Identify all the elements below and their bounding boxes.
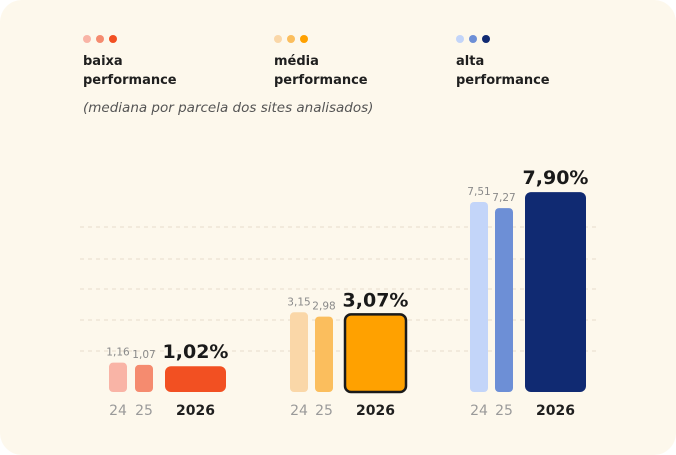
bar-alta-24 bbox=[470, 201, 488, 392]
bar-baixa-25 bbox=[135, 364, 153, 392]
legend-dot-icon bbox=[300, 35, 308, 43]
data-label: 3,15 bbox=[287, 296, 310, 308]
bar-média-25 bbox=[315, 316, 333, 392]
legend-dots bbox=[456, 34, 596, 44]
bar-baixa-24 bbox=[109, 362, 127, 392]
data-label: 3,07% bbox=[343, 289, 409, 311]
x-tick-label: 2026 bbox=[356, 403, 395, 419]
x-tick-label: 24 bbox=[470, 403, 488, 419]
legend-label: performance bbox=[456, 73, 550, 88]
data-label: 1,02% bbox=[163, 341, 229, 363]
legend-dot-icon bbox=[83, 35, 91, 43]
legend-dot-icon bbox=[96, 35, 104, 43]
legend-item-alta: alta performance bbox=[456, 34, 596, 90]
data-label: 7,51 bbox=[467, 186, 490, 198]
legend-item-baixa: baixa performance bbox=[83, 34, 223, 90]
bar-alta-25 bbox=[495, 208, 513, 392]
legend-label: performance bbox=[83, 73, 177, 88]
legend-dots bbox=[274, 34, 414, 44]
x-tick-label: 25 bbox=[135, 403, 153, 419]
bar-média-24 bbox=[290, 312, 308, 392]
x-tick-label: 2026 bbox=[176, 403, 215, 419]
bar-alta-2026 bbox=[525, 192, 586, 392]
legend-dot-icon bbox=[469, 35, 477, 43]
data-label: 1,07 bbox=[132, 349, 155, 361]
x-tick-label: 25 bbox=[315, 403, 333, 419]
data-label: 2,98 bbox=[312, 301, 335, 313]
legend-dot-icon bbox=[274, 35, 282, 43]
data-label: 1,16 bbox=[106, 347, 130, 359]
legend-label: média bbox=[274, 54, 319, 69]
x-tick-label: 24 bbox=[290, 403, 308, 419]
x-tick-label: 24 bbox=[109, 403, 127, 419]
legend-label: performance bbox=[274, 73, 368, 88]
legend-dots bbox=[83, 34, 223, 44]
x-tick-label: 2026 bbox=[536, 403, 575, 419]
legend-dot-icon bbox=[482, 35, 490, 43]
legend-label: alta bbox=[456, 54, 485, 69]
legend-dot-icon bbox=[456, 35, 464, 43]
bar-baixa-2026 bbox=[165, 366, 226, 392]
legend-dot-icon bbox=[109, 35, 117, 43]
legend-item-media: média performance bbox=[274, 34, 414, 90]
bar-média-2026 bbox=[343, 313, 408, 394]
legend-dot-icon bbox=[287, 35, 295, 43]
data-label: 7,90% bbox=[523, 167, 589, 189]
data-label: 7,27 bbox=[492, 192, 515, 204]
chart-subtitle: (mediana por parcela dos sites analisado… bbox=[83, 100, 374, 116]
x-tick-label: 25 bbox=[495, 403, 513, 419]
legend-label: baixa bbox=[83, 54, 123, 69]
